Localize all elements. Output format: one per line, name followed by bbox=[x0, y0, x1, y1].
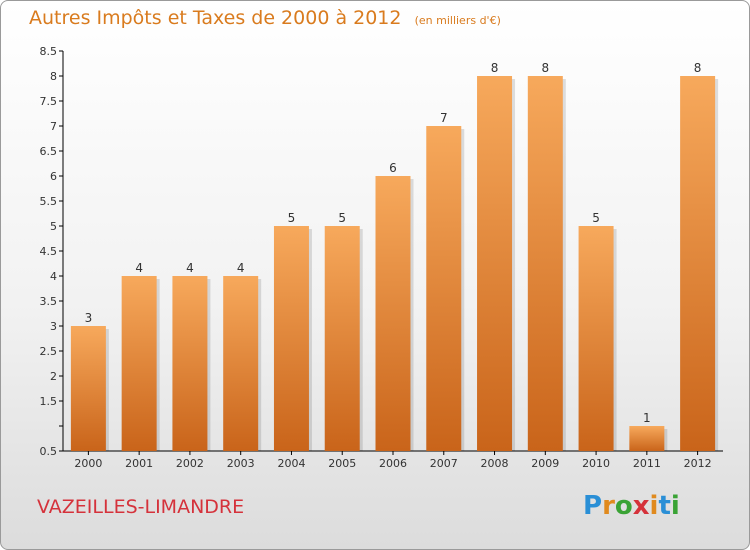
y-tick-label: 0.5 bbox=[40, 445, 58, 458]
x-tick-label: 2005 bbox=[328, 457, 356, 470]
bar bbox=[324, 226, 360, 451]
data-label: 4 bbox=[237, 261, 245, 275]
logo-letter: t bbox=[658, 491, 671, 521]
commune-name: VAZEILLES-LIMANDRE bbox=[37, 496, 245, 518]
x-tick-label: 2008 bbox=[481, 457, 509, 470]
data-label: 1 bbox=[643, 411, 651, 425]
bar bbox=[527, 76, 563, 451]
y-tick-label: 7 bbox=[50, 120, 57, 133]
data-label: 5 bbox=[592, 211, 600, 225]
bar bbox=[273, 226, 309, 451]
data-label: 7 bbox=[440, 111, 448, 125]
data-label: 6 bbox=[389, 161, 397, 175]
unit-text: (en milliers d'€) bbox=[414, 14, 501, 27]
x-tick-label: 2004 bbox=[277, 457, 305, 470]
y-tick-label: 5.5 bbox=[40, 195, 58, 208]
logo-letter: P bbox=[583, 491, 603, 521]
bar bbox=[426, 126, 462, 451]
y-tick-label: 7.5 bbox=[40, 95, 58, 108]
logo-letter: i bbox=[670, 491, 680, 521]
bar bbox=[578, 226, 614, 451]
x-tick-label: 2010 bbox=[582, 457, 610, 470]
x-tick-label: 2011 bbox=[633, 457, 661, 470]
bar bbox=[70, 326, 106, 451]
bar bbox=[172, 276, 208, 451]
data-label: 5 bbox=[338, 211, 346, 225]
y-tick-label: 3 bbox=[50, 320, 57, 333]
y-tick-label: 8 bbox=[50, 70, 57, 83]
bar bbox=[629, 426, 665, 451]
data-label: 8 bbox=[491, 61, 499, 75]
x-tick-label: 2006 bbox=[379, 457, 407, 470]
logo-letter: i bbox=[649, 491, 659, 521]
bar bbox=[680, 76, 716, 451]
x-tick-label: 2001 bbox=[125, 457, 153, 470]
y-tick-label: 5 bbox=[50, 220, 57, 233]
y-tick-label: 4 bbox=[50, 270, 57, 283]
title-text: Autres Impôts et Taxes de 2000 à 2012 bbox=[29, 7, 402, 29]
x-tick-label: 2002 bbox=[176, 457, 204, 470]
bar bbox=[223, 276, 259, 451]
x-tick-label: 2012 bbox=[684, 457, 712, 470]
x-tick-label: 2009 bbox=[531, 457, 559, 470]
y-tick-label: 2.5 bbox=[40, 345, 58, 358]
bar bbox=[121, 276, 157, 451]
logo-letter: o bbox=[614, 491, 633, 521]
logo-letter: x bbox=[632, 491, 650, 521]
data-label: 8 bbox=[541, 61, 549, 75]
y-tick-label: 6.5 bbox=[40, 145, 58, 158]
x-tick-label: 2000 bbox=[74, 457, 102, 470]
y-tick-label: 1.5 bbox=[40, 395, 58, 408]
data-label: 4 bbox=[186, 261, 194, 275]
data-label: 5 bbox=[288, 211, 296, 225]
bar bbox=[477, 76, 513, 451]
y-tick-label: 4.5 bbox=[40, 245, 58, 258]
data-label: 3 bbox=[85, 311, 93, 325]
logo-letter: r bbox=[602, 491, 615, 521]
bar bbox=[375, 176, 411, 451]
data-label: 4 bbox=[135, 261, 143, 275]
proxiti-logo[interactable]: Proxiti bbox=[583, 491, 680, 521]
y-tick-label: 2 bbox=[50, 370, 57, 383]
x-tick-label: 2003 bbox=[227, 457, 255, 470]
y-tick-label: 8.5 bbox=[40, 45, 58, 58]
x-tick-label: 2007 bbox=[430, 457, 458, 470]
chart-title: Autres Impôts et Taxes de 2000 à 2012 (e… bbox=[29, 7, 501, 29]
data-label: 8 bbox=[694, 61, 702, 75]
y-tick-label: 6 bbox=[50, 170, 57, 183]
y-tick-label: 3.5 bbox=[40, 295, 58, 308]
